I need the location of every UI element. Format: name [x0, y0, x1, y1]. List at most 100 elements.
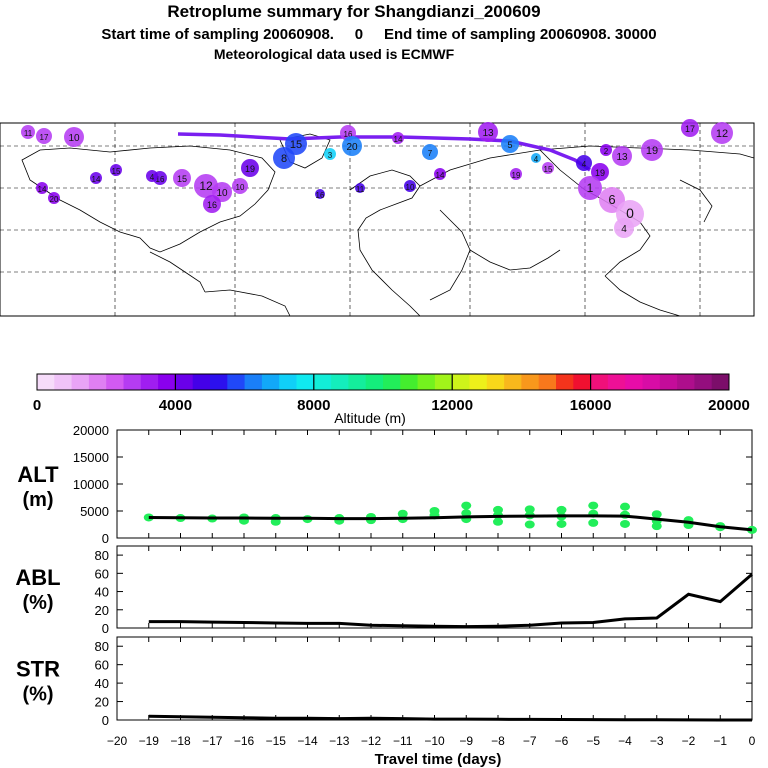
colorbar-swatch [400, 374, 419, 390]
colorbar-swatch [313, 374, 332, 390]
chart-title: Retroplume summary for Shangdianzi_20060… [167, 2, 541, 21]
cluster-label: 7 [428, 149, 433, 158]
x-tick-label: −4 [618, 734, 632, 748]
panel-str: 0 20 40 60 80 STR(%) [16, 636, 753, 728]
colorbar-swatch [244, 374, 263, 390]
colorbar-swatch [711, 374, 730, 390]
cluster-label: 20 [50, 195, 59, 204]
x-tick-label: −3 [650, 734, 664, 748]
colorbar-swatch [417, 374, 436, 390]
cluster-marker: 15 [542, 162, 554, 174]
altitude-point [524, 520, 535, 529]
x-tick-label: −17 [202, 734, 223, 748]
cluster-marker: 11 [355, 183, 365, 194]
cluster-marker: 17 [36, 128, 52, 144]
cluster-circle [315, 189, 325, 199]
cluster-marker: 16 [315, 189, 325, 200]
altitude-point [556, 519, 567, 528]
colorbar-swatch [106, 374, 124, 390]
cluster-label: 15 [544, 165, 553, 174]
panel-unit-label: (%) [22, 684, 53, 706]
cluster-label: 4 [534, 155, 539, 164]
cluster-marker: 2 [600, 144, 612, 156]
cluster-circle [542, 162, 554, 174]
altitude-colorbar: 0 4000 8000 12000 16000 20000 Altitude (m) [33, 373, 750, 426]
y-tick-label: 10000 [73, 477, 109, 492]
cluster-circle [203, 195, 221, 213]
cluster-label: 14 [394, 135, 403, 144]
cluster-circle [404, 180, 416, 192]
cluster-marker: 1 [578, 176, 602, 200]
y-tick-label: 5000 [80, 504, 109, 519]
colorbar-swatch [573, 374, 592, 390]
colorbar-swatch [642, 374, 661, 390]
cluster-marker: 10 [64, 127, 84, 147]
cluster-marker: 14 [36, 182, 48, 194]
colorbar-swatch [123, 374, 142, 390]
altitude-point [651, 522, 662, 531]
cluster-label: 16 [316, 191, 325, 200]
colorbar-tick-label: 0 [33, 397, 41, 414]
colorbar-swatch [261, 374, 280, 390]
y-tick-label: 40 [95, 585, 109, 600]
colorbar-swatch [694, 374, 713, 390]
altitude-point [651, 510, 662, 519]
cluster-marker: 15 [173, 169, 191, 187]
cluster-label: 20 [346, 142, 358, 153]
altitude-point [556, 505, 567, 514]
x-tick-label: −16 [234, 734, 255, 748]
cluster-circle [600, 144, 612, 156]
cluster-circle [531, 153, 541, 163]
x-tick-label: −9 [459, 734, 473, 748]
x-tick-label: −14 [297, 734, 318, 748]
cluster-circle [578, 176, 602, 200]
altitude-point [143, 513, 154, 522]
y-tick-label: 0 [102, 713, 109, 728]
cluster-marker: 3 [324, 148, 336, 160]
cluster-label: 6 [608, 192, 615, 207]
cluster-marker: 14 [392, 132, 404, 144]
panel-label: ABL [15, 565, 60, 590]
x-tick-label: −2 [682, 734, 696, 748]
cluster-circle [614, 218, 634, 238]
cluster-marker: 7 [422, 144, 438, 160]
colorbar-swatch [556, 374, 574, 390]
cluster-label: 15 [112, 167, 121, 176]
colorbar-swatch [227, 374, 246, 390]
cluster-label: 0 [626, 205, 634, 221]
x-tick-label: −1 [713, 734, 727, 748]
x-tick-label: −20 [107, 734, 128, 748]
colorbar-swatch [88, 374, 107, 390]
sampling-times: Start time of sampling 20060908. 0 End t… [101, 26, 657, 43]
cluster-circle [173, 169, 191, 187]
series-line-alt [148, 514, 753, 532]
colorbar-swatch [677, 374, 695, 390]
cluster-label: 1 [587, 181, 594, 195]
colorbar-swatch [296, 374, 315, 390]
cluster-label: 17 [685, 124, 695, 134]
cluster-label: 10 [406, 183, 415, 192]
panel-abl: 0 20 40 60 80 ABL(%) [15, 545, 753, 636]
cluster-label: 2 [604, 147, 609, 156]
colorbar-swatch [452, 374, 470, 390]
cluster-circle [422, 144, 438, 160]
cluster-circle [110, 164, 122, 176]
cluster-label: 5 [507, 140, 512, 150]
cluster-label: 19 [646, 145, 658, 157]
colorbar-swatch [434, 374, 453, 390]
altitude-point [461, 509, 472, 518]
cluster-circle [612, 146, 632, 166]
cluster-label: 12 [199, 179, 213, 193]
cluster-marker: 19 [591, 163, 609, 181]
cluster-circle [36, 128, 52, 144]
cluster-marker: 15 [110, 164, 122, 176]
cluster-label: 4 [582, 160, 587, 169]
cluster-marker: 4 [531, 153, 541, 164]
x-tick-label: −15 [266, 734, 287, 748]
colorbar-swatch [469, 374, 488, 390]
panel-unit-label: (m) [22, 489, 53, 511]
cluster-circle [681, 119, 699, 137]
y-tick-label: 40 [95, 676, 109, 691]
colorbar-frame [36, 373, 730, 391]
